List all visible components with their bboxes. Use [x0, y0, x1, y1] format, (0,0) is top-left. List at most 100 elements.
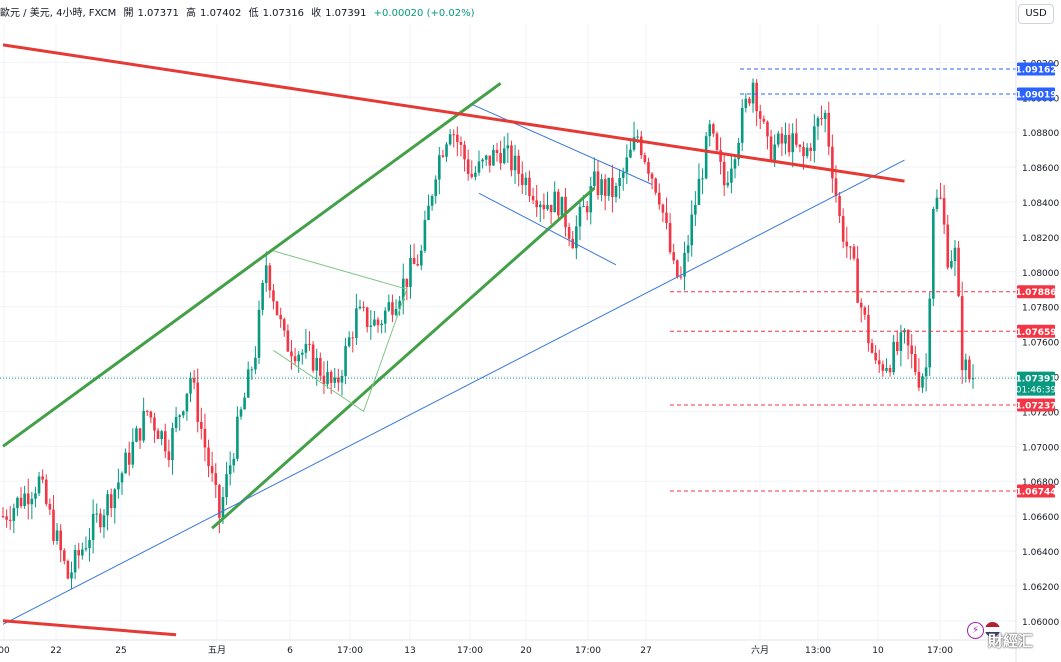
candle-body [722, 161, 726, 186]
candle-body [189, 378, 192, 394]
lightning-icon[interactable]: ⚡ [967, 622, 984, 639]
price-badge [1017, 484, 1055, 498]
open-label: 開 [123, 8, 134, 19]
candle-body [117, 482, 120, 490]
candle-body [849, 246, 852, 248]
candle-body [553, 191, 557, 213]
candle-body [19, 497, 23, 507]
change-value: +0.00020 (+0.02%) [373, 8, 475, 19]
candle-body [917, 371, 921, 388]
candle-body [676, 260, 679, 277]
candle-body [221, 497, 225, 518]
red-trendline-bottom [2, 619, 177, 637]
candle-body [538, 204, 542, 208]
time-tick-label: 27 [640, 646, 651, 656]
candle-body [939, 197, 942, 199]
candle-body [319, 358, 322, 376]
candle-body [315, 358, 319, 371]
time-tick-label: 17:00 [337, 646, 363, 656]
us-flag-icon[interactable] [985, 622, 1000, 637]
candle-body [834, 178, 838, 196]
candle-body [434, 179, 438, 197]
watermark-logo: 財經汇 [988, 632, 1034, 650]
price-levels [0, 68, 1016, 492]
candle-body [470, 173, 474, 177]
time-tick-label: 17:00 [575, 646, 601, 656]
candle-body [632, 137, 636, 150]
candle-body [163, 431, 167, 452]
price-badge-label: 1.07659 [1016, 328, 1057, 338]
candle-body [293, 356, 297, 362]
candle-body [712, 124, 715, 134]
candle-body [957, 247, 960, 297]
candle-body [55, 530, 59, 541]
candle-body [791, 133, 795, 153]
currency-button[interactable]: USD [1018, 4, 1054, 24]
candle-body [59, 530, 62, 551]
candle-body [748, 98, 751, 104]
candle-body [236, 416, 239, 459]
candle-body [661, 204, 665, 213]
price-tick-label: 1.08400 [1022, 199, 1059, 209]
price-badge-label: 1.07391 [1016, 375, 1057, 385]
candle-body [160, 431, 163, 439]
candle-body [726, 182, 730, 186]
high-value: 1.07402 [200, 8, 242, 19]
candle-body [802, 146, 805, 157]
candle-body [153, 417, 156, 431]
candle-body [131, 441, 135, 465]
blue-channel-lower [478, 192, 617, 266]
price-badge [1017, 324, 1055, 338]
candle-body [578, 206, 582, 227]
price-badge [1017, 285, 1055, 299]
candle-body [70, 572, 73, 579]
candle-body [16, 497, 19, 509]
candle-body [77, 549, 81, 556]
candle-body [585, 206, 589, 213]
candle-body [304, 343, 308, 353]
candle-body [928, 298, 932, 368]
candle-body [300, 352, 304, 355]
candle-body [885, 368, 888, 371]
red-trendline-top [2, 43, 905, 183]
candle-body [758, 111, 762, 119]
candle-body [149, 411, 153, 418]
candle-body [560, 196, 564, 216]
candles [1, 78, 975, 589]
candle-body [466, 159, 470, 174]
candle-body [650, 173, 654, 179]
candle-body [690, 214, 694, 246]
candle-body [358, 306, 362, 309]
candle-body [672, 252, 676, 261]
candle-body [621, 172, 625, 178]
candle-body [798, 144, 802, 147]
price-badge [1017, 62, 1055, 76]
candle-body [971, 378, 975, 380]
candle-body [405, 278, 409, 287]
candle-body [932, 208, 935, 299]
candle-body [950, 261, 953, 268]
open-value: 1.07371 [137, 8, 179, 19]
candle-body [279, 314, 282, 320]
candle-body [946, 224, 950, 268]
blue-trendline [2, 159, 905, 625]
candle-body [387, 302, 391, 311]
candle-body [8, 519, 12, 521]
candle-body [322, 375, 326, 385]
candle-body [611, 177, 614, 197]
candle-body [474, 172, 477, 177]
candle-body [867, 314, 870, 344]
candle-body [877, 360, 881, 365]
candle-body [820, 118, 823, 120]
candle-body [5, 516, 8, 520]
candle-body [246, 369, 250, 398]
low-label: 低 [248, 8, 259, 19]
candle-body [311, 344, 315, 371]
price-tick-label: 1.07800 [1022, 304, 1059, 314]
time-tick-label: 17:00 [457, 646, 483, 656]
candle-body [124, 452, 127, 474]
candle-body [66, 560, 70, 579]
candle-body [647, 162, 650, 174]
candle-body [762, 118, 766, 122]
